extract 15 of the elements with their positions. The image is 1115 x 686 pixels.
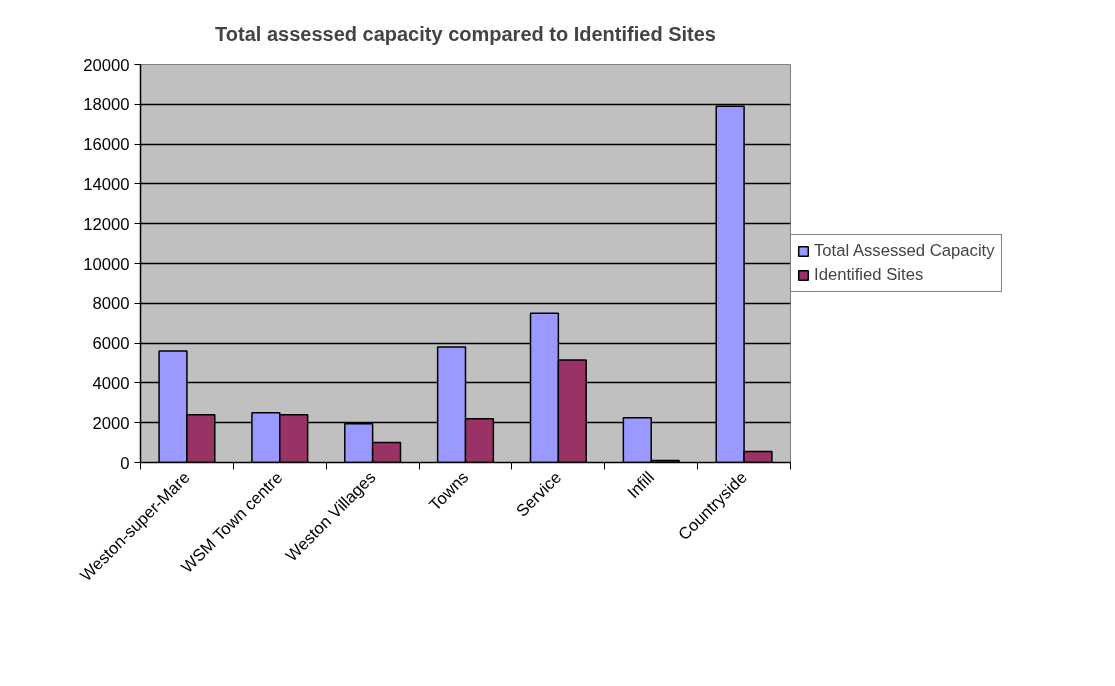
legend-label: Total Assessed Capacity bbox=[814, 241, 995, 261]
y-tick-label: 6000 bbox=[92, 334, 130, 354]
y-tick-label: 16000 bbox=[83, 135, 130, 155]
y-tick-label: 14000 bbox=[83, 174, 130, 194]
x-tick-label: Infill bbox=[623, 467, 658, 503]
y-tick-label: 20000 bbox=[83, 55, 130, 75]
y-tick-label: 12000 bbox=[83, 214, 130, 234]
y-tick-label: 0 bbox=[120, 453, 130, 473]
chart-title: Total assessed capacity compared to Identified Sites bbox=[215, 22, 716, 45]
legend-label: Identified Sites bbox=[814, 265, 924, 285]
y-tick-label: 18000 bbox=[83, 95, 130, 115]
y-tick-label: 2000 bbox=[92, 413, 130, 433]
y-tick-label: 8000 bbox=[92, 294, 130, 314]
y-tick-label: 4000 bbox=[92, 373, 130, 393]
y-tick-label: 10000 bbox=[83, 254, 130, 274]
